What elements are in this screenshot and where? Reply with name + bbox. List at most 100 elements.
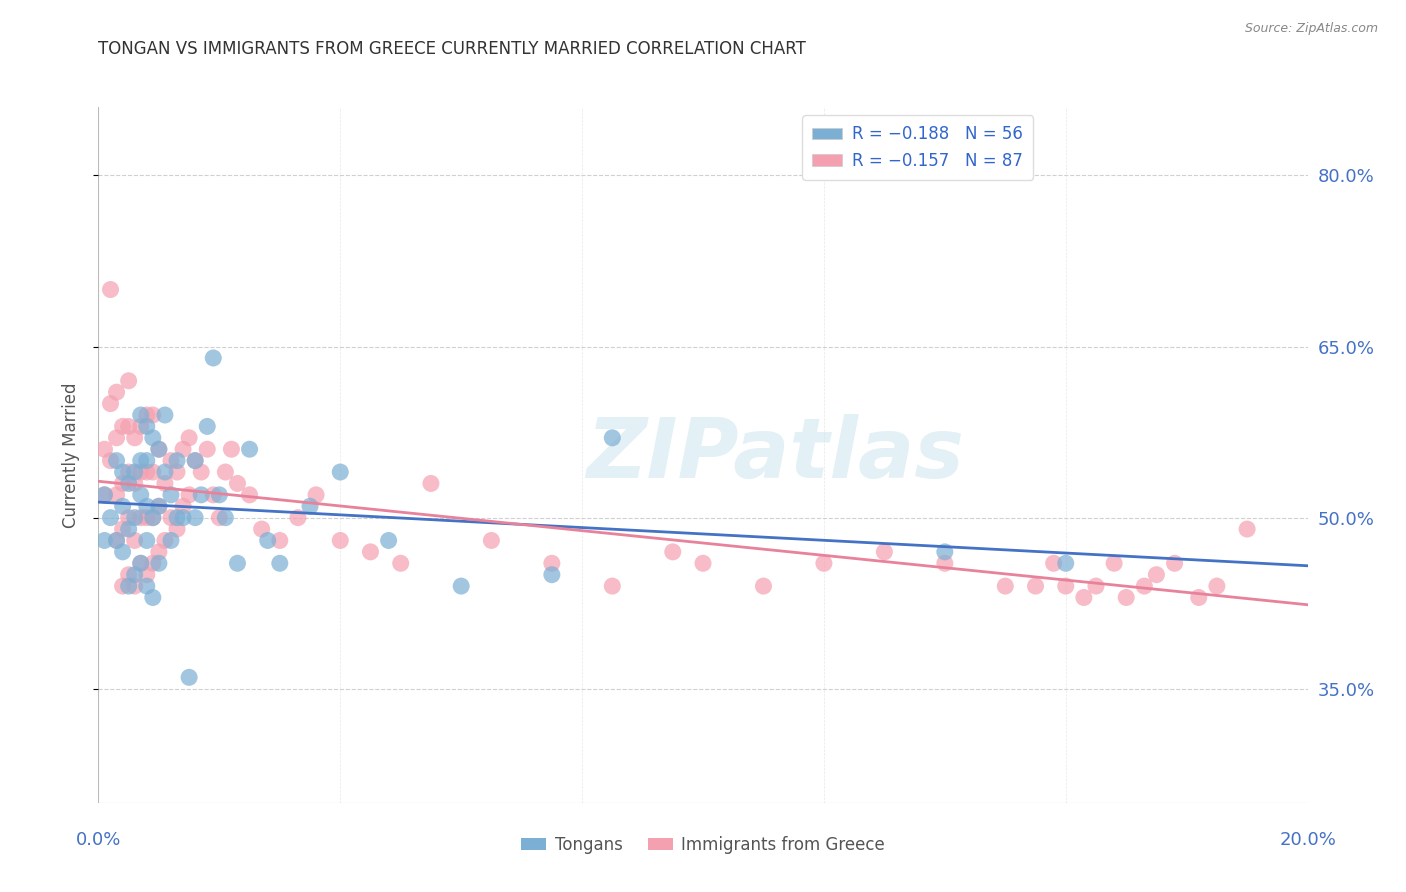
Point	[111, 522, 134, 536]
Point	[111, 476, 134, 491]
Point	[135, 567, 157, 582]
Point	[100, 283, 122, 297]
Point	[118, 476, 141, 491]
Point	[540, 567, 562, 582]
Point	[105, 533, 128, 548]
Point	[148, 545, 170, 559]
Point	[124, 533, 146, 548]
Point	[124, 579, 146, 593]
Point	[124, 465, 146, 479]
Point	[118, 579, 141, 593]
Point	[100, 453, 122, 467]
Point	[184, 510, 207, 524]
Point	[226, 476, 249, 491]
Point	[111, 545, 134, 559]
Point	[142, 510, 165, 524]
Point	[105, 488, 128, 502]
Point	[179, 670, 201, 684]
Point	[166, 510, 188, 524]
Point	[135, 510, 157, 524]
Point	[214, 465, 236, 479]
Point	[166, 465, 188, 479]
Point	[118, 465, 141, 479]
Point	[153, 465, 176, 479]
Point	[1042, 556, 1064, 570]
Point	[129, 465, 152, 479]
Point	[118, 522, 141, 536]
Point	[135, 465, 157, 479]
Point	[184, 453, 207, 467]
Point	[93, 533, 115, 548]
Point	[1073, 591, 1095, 605]
Point	[135, 500, 157, 514]
Point	[148, 442, 170, 457]
Point	[129, 419, 152, 434]
Point	[299, 500, 322, 514]
Point	[124, 510, 146, 524]
Point	[100, 510, 122, 524]
Point	[124, 431, 146, 445]
Point	[287, 510, 309, 524]
Point	[195, 419, 218, 434]
Point	[142, 556, 165, 570]
Point	[1085, 579, 1108, 593]
Point	[153, 533, 176, 548]
Point	[160, 510, 183, 524]
Point	[142, 510, 165, 524]
Point	[160, 488, 183, 502]
Point	[129, 556, 152, 570]
Point	[329, 533, 352, 548]
Point	[105, 431, 128, 445]
Point	[111, 500, 134, 514]
Point	[148, 500, 170, 514]
Point	[184, 453, 207, 467]
Point	[226, 556, 249, 570]
Point	[1054, 556, 1077, 570]
Point	[329, 465, 352, 479]
Point	[360, 545, 382, 559]
Point	[135, 408, 157, 422]
Point	[135, 579, 157, 593]
Point	[93, 488, 115, 502]
Point	[239, 442, 262, 457]
Point	[148, 556, 170, 570]
Text: 20.0%: 20.0%	[1279, 830, 1336, 848]
Point	[221, 442, 243, 457]
Point	[1236, 522, 1258, 536]
Point	[934, 556, 956, 570]
Point	[129, 453, 152, 467]
Point	[1024, 579, 1046, 593]
Legend: Tongans, Immigrants from Greece: Tongans, Immigrants from Greece	[515, 830, 891, 861]
Point	[129, 556, 152, 570]
Point	[202, 351, 225, 365]
Point	[129, 510, 152, 524]
Point	[1133, 579, 1156, 593]
Point	[142, 408, 165, 422]
Point	[420, 476, 443, 491]
Point	[129, 408, 152, 422]
Point	[873, 545, 896, 559]
Point	[377, 533, 399, 548]
Y-axis label: Currently Married: Currently Married	[62, 382, 80, 528]
Point	[208, 488, 231, 502]
Point	[190, 488, 212, 502]
Point	[105, 453, 128, 467]
Point	[118, 419, 141, 434]
Point	[111, 579, 134, 593]
Point	[250, 522, 273, 536]
Point	[142, 431, 165, 445]
Point	[305, 488, 328, 502]
Point	[111, 465, 134, 479]
Point	[602, 431, 624, 445]
Point	[190, 465, 212, 479]
Point	[124, 567, 146, 582]
Point	[179, 431, 201, 445]
Text: 0.0%: 0.0%	[76, 830, 121, 848]
Point	[153, 476, 176, 491]
Point	[105, 533, 128, 548]
Text: TONGAN VS IMMIGRANTS FROM GREECE CURRENTLY MARRIED CORRELATION CHART: TONGAN VS IMMIGRANTS FROM GREECE CURRENT…	[98, 40, 806, 58]
Point	[148, 442, 170, 457]
Point	[135, 533, 157, 548]
Point	[195, 442, 218, 457]
Point	[269, 556, 291, 570]
